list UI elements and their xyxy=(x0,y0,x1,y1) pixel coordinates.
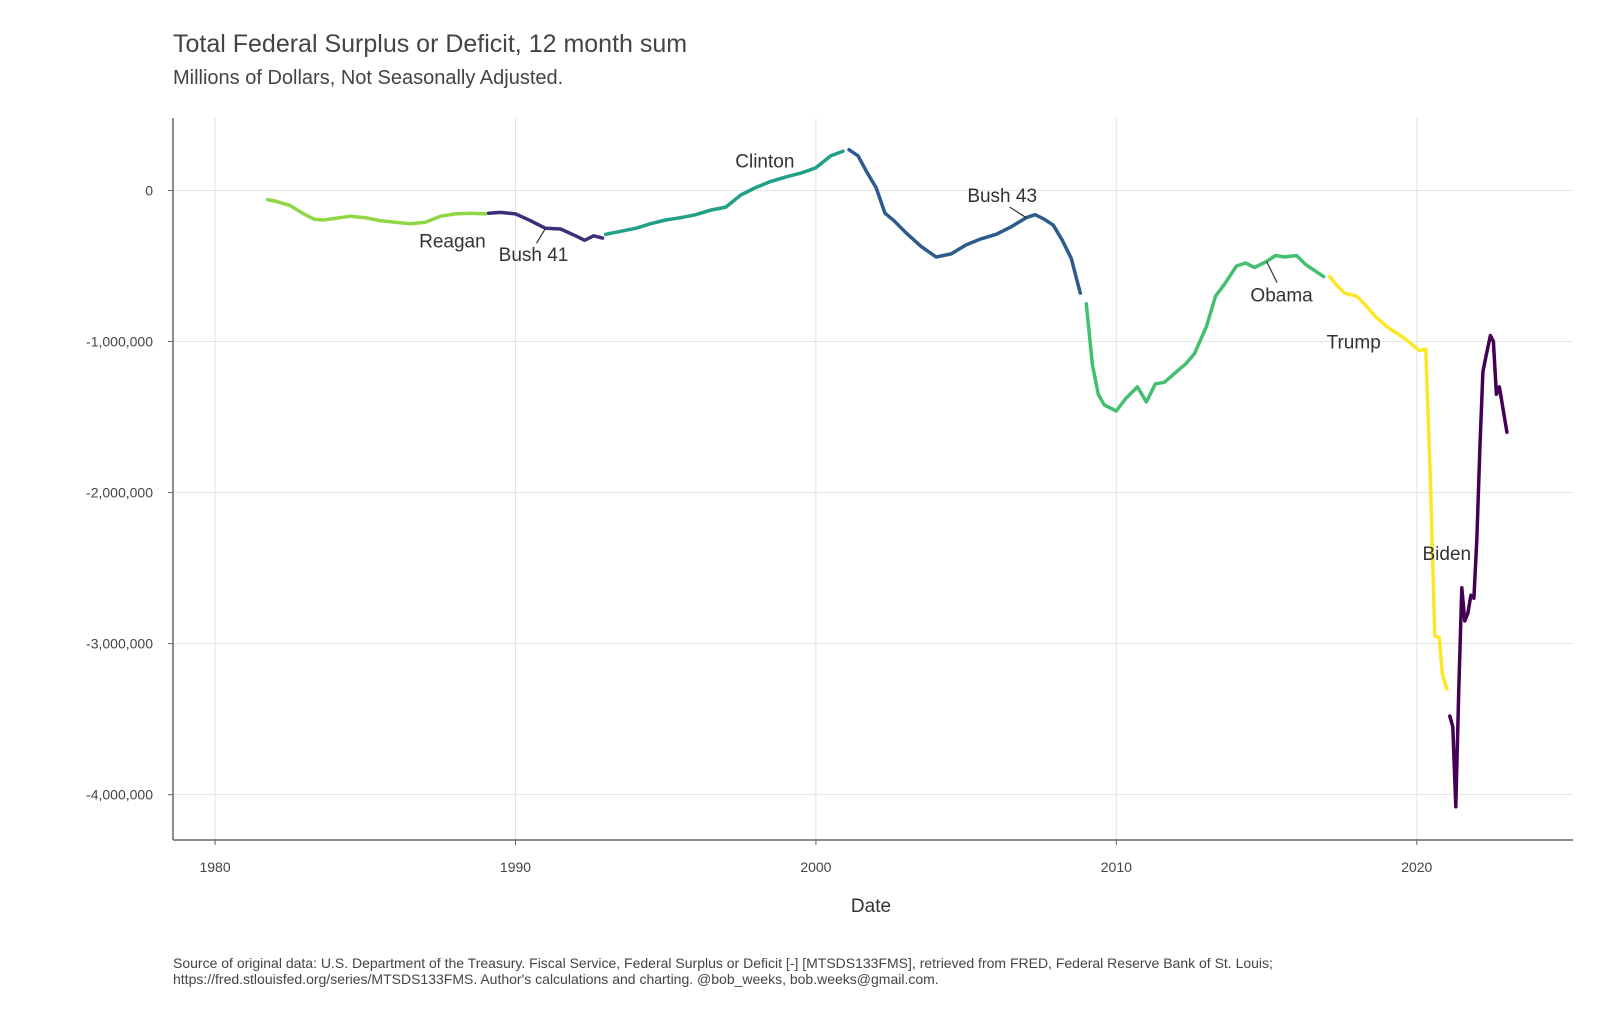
series-lines xyxy=(265,147,1509,809)
series-line-clinton xyxy=(603,149,845,237)
series-line-bush-43 xyxy=(847,147,1083,295)
annotation-reagan: Reagan xyxy=(419,231,486,252)
annotation-leader xyxy=(1009,206,1027,219)
axes: 1980 1990 2000 2010 2020 0 -1,000,000 -2,000,00… xyxy=(86,118,1573,875)
annotation-bush-41: Bush 41 xyxy=(499,245,569,266)
annotation-bush-43: Bush 43 xyxy=(967,186,1037,207)
y-tick-label: -2,000,000 xyxy=(86,485,153,501)
series-line-bush-41 xyxy=(486,210,605,243)
series-line-biden xyxy=(1448,333,1509,809)
annotation-leaders xyxy=(536,206,1278,283)
x-axis-title: Date xyxy=(851,896,891,917)
x-tick-label: 1980 xyxy=(199,859,230,875)
x-tick-label: 2000 xyxy=(800,859,831,875)
y-tick-label: -3,000,000 xyxy=(86,636,153,652)
annotation-leader xyxy=(536,227,547,244)
x-tick-label: 1990 xyxy=(500,859,531,875)
chart-subtitle: Millions of Dollars, Not Seasonally Adju… xyxy=(173,67,564,89)
series-line-trump xyxy=(1327,274,1449,691)
series-line-reagan xyxy=(265,197,488,226)
y-tick-label: -4,000,000 xyxy=(86,787,153,803)
annotations: Reagan Bush 41 Clinton Bush 43 Obama Trump Bid… xyxy=(419,151,1471,565)
annotation-biden: Biden xyxy=(1423,544,1472,565)
annotation-obama: Obama xyxy=(1250,286,1313,307)
series-line-obama xyxy=(1084,253,1326,413)
x-tick-label: 2010 xyxy=(1101,859,1132,875)
y-tick-label: 0 xyxy=(145,183,153,199)
grid-lines xyxy=(173,118,1573,840)
annotation-trump: Trump xyxy=(1327,333,1381,354)
annotation-clinton: Clinton xyxy=(735,151,794,172)
x-tick-label: 2020 xyxy=(1401,859,1432,875)
chart-title: Total Federal Surplus or Deficit, 12 mon… xyxy=(173,30,688,58)
annotation-leader xyxy=(1266,261,1278,283)
y-tick-label: -1,000,000 xyxy=(86,334,153,350)
source-caption: Source of original data: U.S. Department… xyxy=(173,955,1273,987)
